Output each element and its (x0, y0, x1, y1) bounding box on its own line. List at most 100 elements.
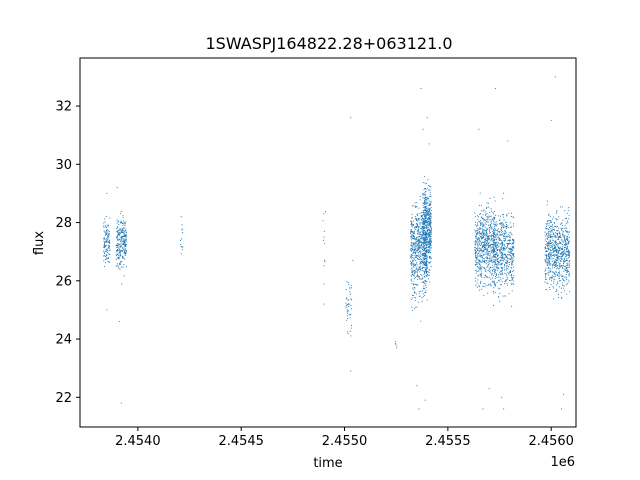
data-point (548, 229, 550, 231)
data-point (551, 233, 553, 235)
data-point (411, 213, 413, 215)
data-point (412, 255, 414, 257)
data-point (411, 262, 413, 264)
data-point (419, 257, 421, 259)
data-point (477, 233, 479, 235)
data-point (501, 226, 503, 228)
data-point (477, 232, 479, 234)
data-point (554, 76, 556, 78)
data-point (495, 228, 497, 230)
data-point (475, 270, 477, 272)
data-point (428, 249, 430, 251)
data-point (565, 242, 567, 244)
data-point (549, 225, 551, 227)
data-point (418, 236, 420, 238)
data-point (505, 257, 507, 259)
data-point (509, 239, 511, 241)
data-point (415, 251, 417, 253)
data-point (489, 267, 491, 269)
data-point (490, 260, 492, 262)
data-point (508, 240, 511, 242)
data-point (425, 205, 427, 207)
data-point (555, 251, 558, 253)
data-point (479, 273, 481, 275)
data-point (417, 275, 419, 277)
data-point (479, 261, 481, 263)
data-point (429, 218, 431, 220)
data-point (500, 270, 502, 272)
data-point (116, 263, 119, 265)
data-point (509, 226, 511, 228)
data-point (545, 258, 547, 260)
data-point (500, 253, 502, 255)
data-point (553, 216, 555, 218)
data-point (566, 251, 568, 253)
data-point (550, 225, 552, 227)
data-point (555, 212, 557, 215)
data-point (420, 222, 422, 224)
data-point (419, 236, 421, 238)
data-point (554, 235, 556, 237)
data-point (568, 214, 570, 216)
data-point (487, 206, 489, 208)
data-point (413, 283, 415, 285)
data-point (120, 261, 122, 263)
data-point (417, 239, 419, 242)
data-point (417, 231, 419, 233)
data-point (508, 252, 510, 254)
data-point (349, 317, 351, 319)
data-point (497, 255, 499, 257)
data-point (423, 240, 425, 242)
data-point (500, 239, 502, 241)
data-point (417, 215, 419, 217)
data-point (493, 260, 495, 262)
data-point (561, 233, 564, 235)
data-point (424, 224, 426, 226)
data-point (494, 256, 496, 258)
data-point (557, 258, 559, 260)
data-point (426, 236, 428, 239)
data-point (492, 246, 494, 248)
data-point (555, 226, 557, 228)
data-point (499, 250, 501, 252)
data-point (568, 272, 571, 274)
data-point (412, 309, 414, 311)
data-point (429, 212, 431, 214)
data-point (510, 251, 512, 253)
data-point (125, 240, 127, 242)
data-point (491, 273, 493, 275)
data-point (560, 223, 562, 225)
data-point (346, 319, 348, 321)
data-point (499, 222, 501, 224)
data-point (545, 278, 547, 280)
data-point (411, 267, 413, 269)
data-point (507, 226, 509, 228)
data-point (546, 250, 548, 252)
data-point (556, 211, 558, 213)
data-point (494, 88, 496, 90)
data-point (417, 220, 419, 222)
data-point (429, 241, 431, 243)
data-point (503, 247, 505, 250)
data-point (502, 253, 504, 255)
data-point (118, 233, 120, 235)
data-point (546, 247, 548, 249)
data-point (474, 224, 476, 226)
data-point (506, 279, 508, 281)
data-point (423, 295, 425, 297)
data-point (566, 247, 568, 249)
data-point (481, 244, 483, 246)
data-point (414, 283, 416, 285)
data-point (549, 264, 551, 266)
data-point (502, 216, 504, 218)
data-point (490, 278, 492, 280)
data-point (109, 261, 111, 263)
data-point (511, 238, 514, 240)
data-point (116, 249, 118, 251)
data-point (506, 277, 508, 279)
data-point (561, 247, 563, 249)
data-point (499, 288, 501, 290)
data-point (486, 228, 489, 230)
data-point (429, 220, 431, 222)
data-point (500, 251, 502, 254)
